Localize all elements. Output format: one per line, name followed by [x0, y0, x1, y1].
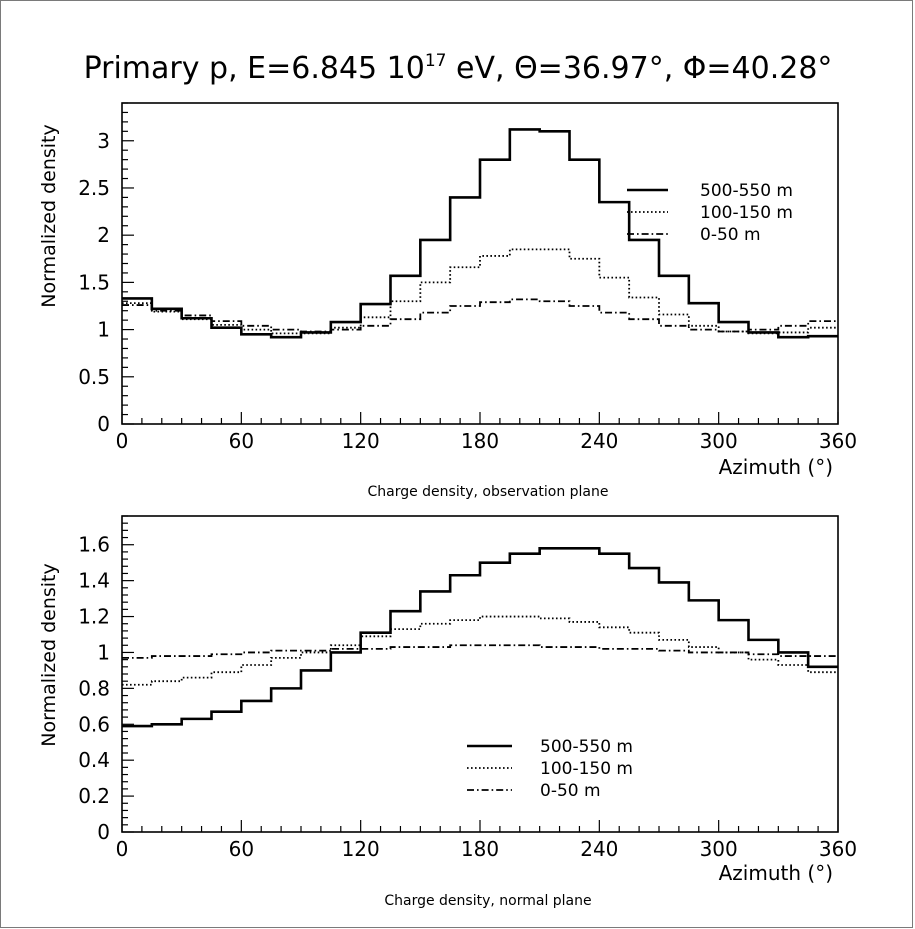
x-tick-label: 0 — [116, 429, 129, 453]
x-axis-label-top: Azimuth (°) — [719, 455, 833, 479]
x-tick-label: 240 — [580, 837, 618, 861]
y-tick-label: 3 — [97, 129, 110, 153]
y-tick-label: 1.4 — [78, 569, 110, 593]
x-axis-label-bottom: Azimuth (°) — [719, 861, 833, 885]
x-tick-label: 300 — [700, 837, 738, 861]
y-tick-label: 1 — [97, 640, 110, 664]
y-tick-label: 2.5 — [78, 176, 110, 200]
title-prefix: Primary p, E=6.845 10 — [84, 51, 425, 86]
legend-label: 0-50 m — [540, 781, 601, 801]
plot-area-bottom: 0 60 120 180 240 300 360 0 0.2 0.4 0.6 0.8 1 1.2 1.4 1.… — [78, 515, 857, 861]
x-tick-label: 300 — [700, 429, 738, 453]
title-exponent: 17 — [425, 51, 447, 71]
series-line-0-50-m — [122, 298, 838, 333]
x-tick-label: 360 — [819, 837, 857, 861]
y-tick-label: 1.5 — [78, 270, 110, 294]
x-tick-label: 60 — [229, 429, 254, 453]
caption-top: Charge density, observation plane — [367, 484, 608, 500]
legend-label: 0-50 m — [700, 225, 761, 245]
title-suffix: eV, Θ=36.97°, Φ=40.28° — [446, 51, 832, 86]
figure-title: Primary p, E=6.845 1017 eV, Θ=36.97°, Φ=… — [84, 51, 833, 86]
y-tick-label: 1 — [97, 318, 110, 342]
x-tick-label: 0 — [116, 837, 129, 861]
chart-normal-plane: 0 60 120 180 240 300 360 0 0.2 0.4 0.6 0.8 1 1.2 1.4 1.… — [38, 515, 857, 909]
series-line-0-50-m — [122, 644, 838, 659]
y-tick-label: 1.2 — [78, 605, 110, 629]
legend-label: 500-550 m — [700, 181, 793, 201]
x-tick-label: 60 — [229, 837, 254, 861]
y-tick-label: 2 — [97, 223, 110, 247]
y-axis-label-bottom: Normalized density — [38, 563, 60, 746]
y-tick-label: 0.5 — [78, 365, 110, 389]
y-tick-label: 0.2 — [78, 784, 110, 808]
caption-bottom: Charge density, normal plane — [384, 893, 591, 909]
legend-label: 100-150 m — [540, 759, 633, 779]
x-tick-label: 360 — [819, 429, 857, 453]
y-tick-label: 1.6 — [78, 533, 110, 557]
x-tick-label: 180 — [461, 837, 499, 861]
x-tick-label: 240 — [580, 429, 618, 453]
y-tick-label: 0.4 — [78, 748, 110, 772]
series-line-500-550-m — [122, 547, 838, 728]
plot-area-top: 0 60 120 180 240 300 360 0 0.5 1 1.5 2 2.5 3 500-550 m… — [78, 102, 857, 453]
y-tick-label: 0.8 — [78, 676, 110, 700]
x-tick-label: 180 — [461, 429, 499, 453]
series-line-100-150-m — [122, 615, 838, 686]
y-tick-label: 0 — [97, 820, 110, 844]
x-tick-label: 120 — [342, 429, 380, 453]
series-line-500-550-m — [122, 128, 838, 339]
x-tick-label: 120 — [342, 837, 380, 861]
chart-observation-plane: 0 60 120 180 240 300 360 0 0.5 1 1.5 2 2.5 3 500-550 m… — [38, 102, 857, 500]
legend-label: 500-550 m — [540, 737, 633, 757]
y-tick-label: 0 — [97, 412, 110, 436]
y-axis-label-top: Normalized density — [38, 124, 60, 307]
legend-label: 100-150 m — [700, 203, 793, 223]
y-tick-label: 0.6 — [78, 712, 110, 736]
